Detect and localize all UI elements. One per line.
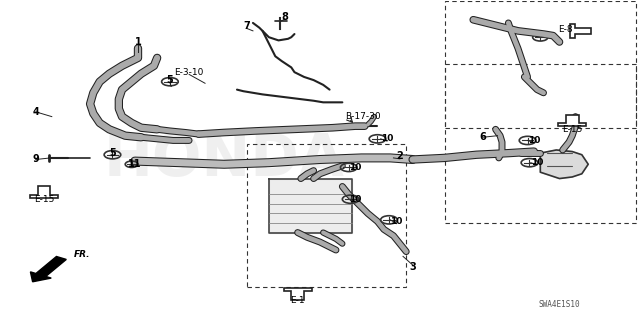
Text: 5: 5	[166, 75, 173, 85]
Text: E-8: E-8	[559, 25, 573, 34]
Text: 3: 3	[409, 263, 416, 272]
Text: HONDA: HONDA	[104, 131, 345, 188]
Polygon shape	[30, 186, 58, 197]
Text: 10: 10	[528, 136, 540, 145]
Text: 8: 8	[282, 11, 288, 22]
Text: 10: 10	[349, 163, 362, 172]
Text: E-1: E-1	[291, 296, 305, 305]
Text: E-15: E-15	[34, 195, 54, 204]
Polygon shape	[570, 24, 591, 38]
Text: E-15: E-15	[562, 125, 582, 134]
Text: 10: 10	[381, 134, 393, 143]
Text: 7: 7	[243, 21, 250, 31]
Text: 11: 11	[128, 159, 141, 169]
Polygon shape	[284, 288, 312, 300]
Text: 4: 4	[33, 107, 39, 117]
Polygon shape	[558, 115, 586, 126]
Polygon shape	[269, 179, 352, 233]
Polygon shape	[540, 150, 588, 179]
Text: 10: 10	[390, 217, 403, 226]
Text: 2: 2	[396, 151, 403, 161]
Text: SWA4E1S10: SWA4E1S10	[539, 300, 580, 308]
Text: 1: 1	[134, 37, 141, 47]
Text: 10: 10	[349, 195, 362, 204]
Bar	[445, 64, 636, 223]
Bar	[445, 1, 636, 128]
Text: 10: 10	[531, 158, 543, 167]
Text: FR.: FR.	[74, 250, 91, 259]
Text: B-17-30: B-17-30	[346, 112, 381, 121]
Text: 5: 5	[109, 148, 116, 158]
Bar	[246, 144, 406, 286]
Text: 9: 9	[33, 154, 39, 165]
Text: 6: 6	[479, 132, 486, 142]
FancyArrow shape	[31, 256, 67, 282]
Text: E-3-10: E-3-10	[174, 68, 204, 77]
